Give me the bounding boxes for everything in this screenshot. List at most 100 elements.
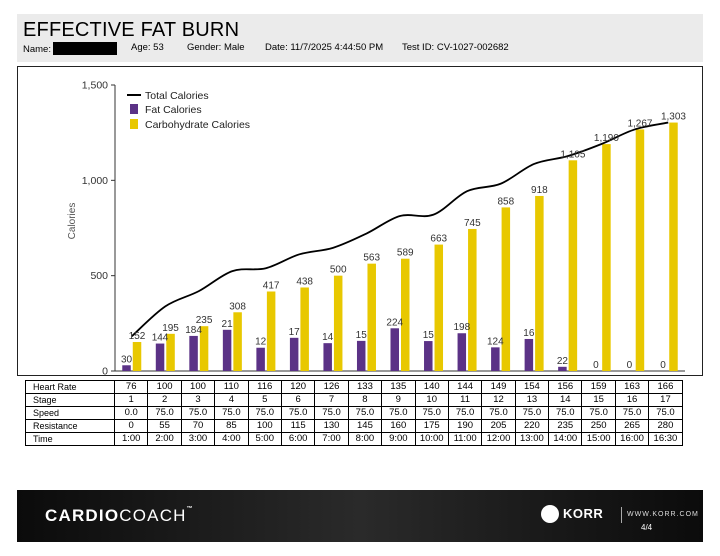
- table-cell: 175: [414, 419, 449, 433]
- table-cell: 75.0: [247, 406, 282, 420]
- carb-bar: [568, 160, 578, 371]
- table-cell: 0: [113, 419, 149, 433]
- table-cell: 154: [514, 380, 550, 394]
- table-cell: 75.0: [447, 406, 483, 420]
- y-tick-label: 1,500: [82, 80, 108, 92]
- total-calories-line: [131, 121, 669, 337]
- table-cell: 159: [581, 380, 616, 394]
- table-cell: 149: [481, 380, 516, 394]
- table-cell: 8:00: [347, 432, 383, 446]
- carb-bar: [367, 263, 376, 371]
- table-cell: 0.0: [113, 406, 149, 420]
- carb-bar: [300, 287, 309, 371]
- row-label: Heart Rate: [25, 380, 115, 394]
- fat-bar: [256, 347, 265, 371]
- carb-bar: [166, 333, 175, 371]
- table-cell: 6: [280, 393, 316, 407]
- table-cell: 75.0: [314, 406, 349, 420]
- table-cell: 11:00: [447, 432, 483, 446]
- carb-value-label: 1,267: [627, 118, 652, 129]
- date-field: Date: 11/7/2025 4:44:50 PM: [265, 42, 384, 53]
- fat-value-label: 124: [487, 336, 504, 347]
- table-cell: 235: [548, 419, 583, 433]
- table-row: Time 1:00 2:00 3:00 4:00 5:00 6:00 7:00 8:00 9:00…: [25, 432, 683, 446]
- table-cell: 75.0: [347, 406, 383, 420]
- table-cell: 220: [514, 419, 550, 433]
- fat-value-label: 184: [185, 325, 202, 336]
- fat-bar: [356, 340, 366, 371]
- table-cell: 5:00: [247, 432, 282, 446]
- fat-value-label: 15: [423, 330, 435, 341]
- table-cell: 135: [381, 380, 416, 394]
- carb-value-label: 858: [497, 196, 514, 207]
- legend-carb-label: Carbohydrate Calories: [145, 119, 250, 131]
- table-cell: 115: [280, 419, 316, 433]
- y-axis-label: Calories: [67, 203, 78, 240]
- table-cell: 14:00: [548, 432, 583, 446]
- name-redaction: [52, 42, 117, 55]
- chart-axes: 0 500 1,000 1,500: [82, 80, 685, 376]
- fat-bar: [390, 328, 399, 371]
- table-cell: 190: [447, 419, 483, 433]
- table-cell: 75.0: [581, 406, 616, 420]
- table-cell: 133: [347, 380, 383, 394]
- table-cell: 15:00: [581, 432, 616, 446]
- y-tick-label: 500: [90, 270, 108, 282]
- table-cell: 76: [113, 380, 149, 394]
- table-cell: 75.0: [548, 406, 583, 420]
- report-header: EFFECTIVE FAT BURN Name: Age: 53 Gender:…: [17, 14, 703, 62]
- table-cell: 140: [414, 380, 449, 394]
- table-cell: 1: [113, 393, 149, 407]
- table-cell: 70: [180, 419, 216, 433]
- table-cell: 2:00: [147, 432, 182, 446]
- fat-value-label: 0: [593, 360, 599, 371]
- table-cell: 14: [548, 393, 583, 407]
- page-number: 4/4: [641, 523, 653, 532]
- legend-fat-label: Fat Calories: [145, 104, 202, 116]
- fat-value-label: 0: [627, 360, 633, 371]
- age-field: Age: 53: [131, 42, 164, 53]
- carb-value-label: 308: [229, 301, 246, 312]
- fat-value-label: 15: [356, 330, 368, 341]
- fat-value-label: 21: [222, 319, 234, 330]
- fat-bar: [222, 329, 232, 371]
- table-cell: 11: [447, 393, 483, 407]
- table-cell: 265: [614, 419, 650, 433]
- fat-value-label: 198: [453, 322, 470, 333]
- carb-value-label: 918: [531, 185, 548, 196]
- fat-value-label: 16: [523, 328, 535, 339]
- fat-bar: [289, 337, 299, 371]
- table-cell: 100: [147, 380, 182, 394]
- footer-divider: [621, 507, 622, 523]
- table-cell: 12: [481, 393, 516, 407]
- table-cell: 3: [180, 393, 216, 407]
- carb-bar: [132, 342, 142, 371]
- report-title: EFFECTIVE FAT BURN: [23, 19, 240, 41]
- table-cell: 13:00: [514, 432, 550, 446]
- brand-bold: CARDIO: [45, 506, 120, 525]
- table-cell: 3:00: [180, 432, 216, 446]
- table-cell: 6:00: [280, 432, 316, 446]
- carb-value-label: 563: [363, 253, 380, 264]
- fat-value-label: 144: [152, 333, 169, 344]
- table-cell: 205: [481, 419, 516, 433]
- fat-bar: [524, 338, 534, 371]
- table-cell: 7: [314, 393, 349, 407]
- row-label: Stage: [25, 393, 115, 407]
- table-cell: 8: [347, 393, 383, 407]
- table-cell: 166: [648, 380, 683, 394]
- table-cell: 16:00: [614, 432, 650, 446]
- fat-bar: [189, 335, 198, 371]
- fat-bar: [491, 347, 500, 371]
- fat-bar: [122, 365, 131, 371]
- carb-bar: [535, 195, 544, 371]
- table-cell: 145: [347, 419, 383, 433]
- carb-value-label: 438: [296, 276, 313, 287]
- table-cell: 280: [648, 419, 683, 433]
- table-cell: 13: [514, 393, 550, 407]
- carb-bar: [669, 122, 678, 371]
- table-cell: 156: [548, 380, 583, 394]
- korr-wordmark: KORR: [563, 506, 604, 521]
